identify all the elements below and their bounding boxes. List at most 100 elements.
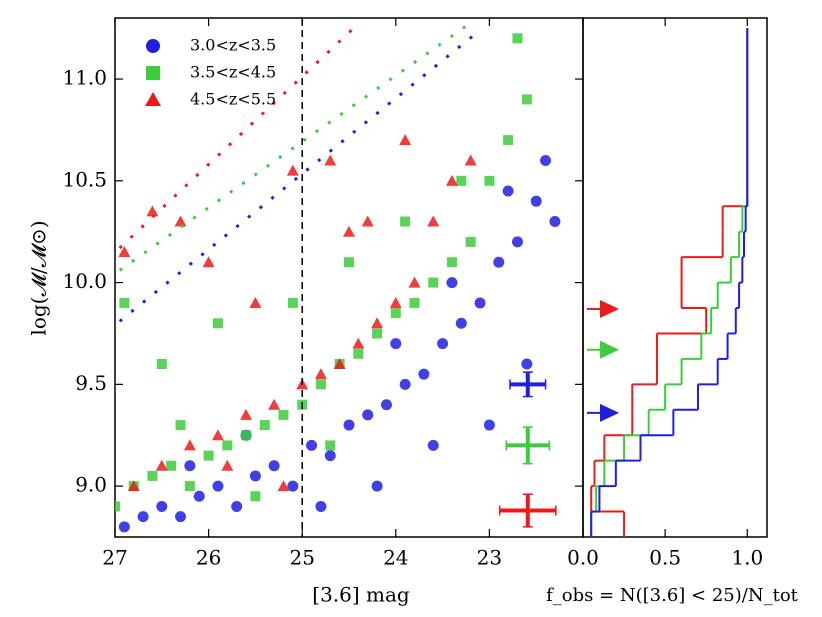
point xyxy=(380,399,392,411)
point xyxy=(211,429,224,441)
point xyxy=(315,500,327,512)
point xyxy=(137,511,149,523)
point xyxy=(268,398,281,410)
point xyxy=(399,378,411,390)
x-tick-label: 23 xyxy=(477,546,502,570)
point xyxy=(540,154,552,166)
point xyxy=(231,500,243,512)
point xyxy=(455,317,467,329)
main-frame xyxy=(114,17,584,538)
point xyxy=(362,409,374,421)
y-axis-label: log(𝓜/𝓜⊙) xyxy=(27,220,51,335)
side-x-axis-label: f_obs = N([3.6] < 25)/N_tot xyxy=(546,585,799,606)
point xyxy=(193,490,205,502)
x-axis-label: [3.6] mag xyxy=(312,583,410,607)
point xyxy=(118,246,131,258)
point xyxy=(212,480,224,492)
point xyxy=(249,296,262,308)
point xyxy=(371,317,384,329)
point xyxy=(241,430,252,441)
point xyxy=(324,450,336,462)
point xyxy=(530,195,542,207)
point xyxy=(325,440,336,451)
point xyxy=(287,480,299,492)
point xyxy=(427,215,440,227)
y-tick-label: 9.0 xyxy=(75,473,107,497)
point xyxy=(277,480,290,492)
point xyxy=(333,358,346,369)
point xyxy=(549,216,561,228)
point xyxy=(483,419,495,431)
point xyxy=(202,256,215,268)
point xyxy=(371,480,383,492)
point xyxy=(521,358,533,370)
point xyxy=(115,501,120,512)
arrow xyxy=(600,340,619,359)
x-tick-label: 26 xyxy=(196,546,221,570)
point xyxy=(390,308,401,319)
point xyxy=(324,154,337,166)
point xyxy=(361,215,374,227)
point xyxy=(428,277,439,288)
point xyxy=(306,439,318,451)
point xyxy=(503,135,514,146)
point xyxy=(118,521,130,533)
point xyxy=(314,368,327,380)
y-tick-label: 11.0 xyxy=(62,66,107,90)
point xyxy=(511,236,523,248)
point xyxy=(184,460,196,472)
point xyxy=(372,328,383,339)
point xyxy=(212,318,223,329)
point xyxy=(127,480,140,492)
point xyxy=(343,225,355,237)
y-tick-label: 10.5 xyxy=(62,167,107,191)
arrow xyxy=(600,300,619,319)
point xyxy=(418,368,430,380)
point xyxy=(287,297,298,308)
point xyxy=(427,439,439,451)
limit-line xyxy=(118,29,481,323)
x-tick-label: 0.0 xyxy=(567,546,599,570)
point xyxy=(437,338,449,350)
legend-label: 4.5<z<5.5 xyxy=(190,90,276,109)
side-frame xyxy=(582,17,768,538)
point xyxy=(155,459,168,471)
point xyxy=(399,134,412,146)
point xyxy=(268,460,280,472)
legend-marker xyxy=(146,39,160,53)
point xyxy=(446,257,457,268)
point xyxy=(446,277,458,289)
point xyxy=(502,185,514,197)
point xyxy=(456,175,467,186)
point xyxy=(175,420,186,431)
point xyxy=(259,420,270,431)
legend-label: 3.0<z<3.5 xyxy=(190,36,276,55)
point xyxy=(250,491,261,502)
point xyxy=(465,236,476,247)
point xyxy=(119,297,130,308)
point xyxy=(278,409,289,420)
point xyxy=(184,481,195,492)
x-tick-label: 24 xyxy=(383,546,408,570)
point xyxy=(240,408,253,420)
y-tick-label: 9.5 xyxy=(75,371,107,395)
point xyxy=(344,257,354,268)
legend-marker xyxy=(145,92,161,106)
point xyxy=(315,379,326,390)
point xyxy=(221,459,234,471)
point xyxy=(286,164,299,176)
point xyxy=(249,470,261,482)
point xyxy=(521,94,532,105)
point xyxy=(445,174,458,186)
point xyxy=(464,154,477,166)
point xyxy=(512,33,523,44)
point xyxy=(156,500,168,512)
point xyxy=(389,296,402,308)
x-tick-label: 0.5 xyxy=(649,546,681,570)
point xyxy=(222,440,233,451)
arrow xyxy=(600,403,619,422)
point xyxy=(400,216,411,227)
point xyxy=(352,337,365,349)
x-tick-label: 25 xyxy=(289,546,314,570)
